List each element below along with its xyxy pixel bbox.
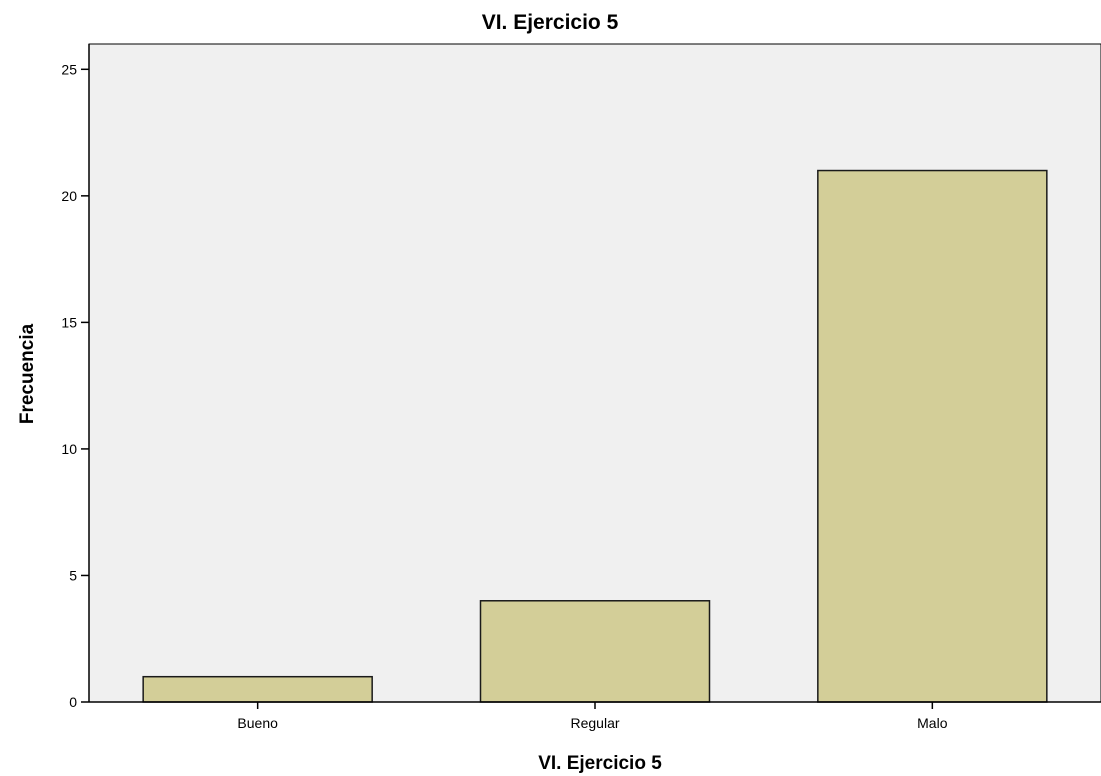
y-tick-label: 15 bbox=[61, 314, 77, 330]
x-axis-categories: Bueno Regular Malo bbox=[237, 702, 948, 731]
x-category-label: Regular bbox=[570, 715, 619, 731]
x-category-label: Bueno bbox=[237, 715, 278, 731]
y-tick-label: 10 bbox=[61, 441, 77, 457]
y-axis-ticks: 0 5 10 15 20 25 bbox=[61, 61, 89, 710]
chart-title: VI. Ejercicio 5 bbox=[482, 11, 619, 34]
y-axis-title: Frecuencia bbox=[17, 323, 38, 424]
bar-bueno bbox=[142, 675, 373, 703]
y-tick-label: 25 bbox=[61, 61, 77, 77]
x-category-label: Malo bbox=[917, 715, 948, 731]
y-tick-label: 0 bbox=[69, 694, 77, 710]
bar-malo bbox=[817, 169, 1048, 703]
x-axis-title: VI. Ejercicio 5 bbox=[538, 753, 662, 774]
y-tick-label: 20 bbox=[61, 188, 77, 204]
y-tick-label: 5 bbox=[69, 567, 77, 583]
bar-regular bbox=[479, 600, 711, 703]
